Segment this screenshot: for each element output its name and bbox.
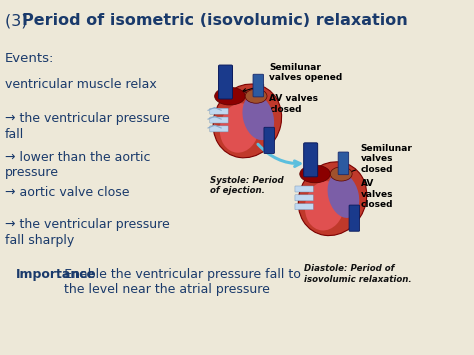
- FancyBboxPatch shape: [295, 186, 313, 192]
- Text: Systole: Period
of ejection.: Systole: Period of ejection.: [210, 176, 284, 195]
- Text: Events:: Events:: [5, 52, 55, 65]
- FancyBboxPatch shape: [210, 117, 228, 123]
- Text: Importance: Importance: [16, 268, 96, 281]
- FancyBboxPatch shape: [253, 74, 264, 97]
- Ellipse shape: [220, 103, 259, 153]
- Ellipse shape: [298, 162, 367, 236]
- FancyBboxPatch shape: [295, 195, 313, 201]
- Ellipse shape: [328, 173, 359, 218]
- Text: AV
valves
closed: AV valves closed: [345, 179, 393, 209]
- Text: Semilunar
valves
closed: Semilunar valves closed: [338, 144, 413, 177]
- Ellipse shape: [213, 84, 282, 158]
- FancyBboxPatch shape: [304, 143, 318, 177]
- Ellipse shape: [242, 95, 274, 140]
- FancyBboxPatch shape: [349, 205, 360, 231]
- Ellipse shape: [305, 181, 345, 230]
- FancyBboxPatch shape: [338, 152, 349, 175]
- FancyBboxPatch shape: [295, 204, 313, 210]
- Text: → lower than the aortic
pressure: → lower than the aortic pressure: [5, 151, 151, 180]
- FancyBboxPatch shape: [219, 65, 233, 99]
- Ellipse shape: [215, 87, 245, 105]
- FancyBboxPatch shape: [210, 126, 228, 132]
- Text: → aortic valve close: → aortic valve close: [5, 186, 129, 200]
- Text: → the ventricular pressure
fall: → the ventricular pressure fall: [5, 112, 170, 141]
- Text: Period of isometric (isovolumic) relaxation: Period of isometric (isovolumic) relaxat…: [22, 13, 407, 28]
- Text: (3): (3): [5, 13, 33, 28]
- FancyBboxPatch shape: [210, 108, 228, 114]
- Text: ventricular muscle relax: ventricular muscle relax: [5, 78, 157, 92]
- Ellipse shape: [245, 89, 267, 103]
- Ellipse shape: [300, 165, 330, 183]
- Text: Semilunar
valves opened: Semilunar valves opened: [243, 62, 342, 92]
- Text: : Enable the ventricular pressure fall to
  the level near the atrial pressure: : Enable the ventricular pressure fall t…: [56, 268, 301, 296]
- Text: Diastole: Period of
isovolumic relaxation.: Diastole: Period of isovolumic relaxatio…: [304, 264, 412, 284]
- Text: → the ventricular pressure
fall sharply: → the ventricular pressure fall sharply: [5, 218, 170, 247]
- Text: AV valves
closed: AV valves closed: [247, 94, 318, 116]
- FancyBboxPatch shape: [264, 127, 274, 153]
- Ellipse shape: [330, 167, 352, 181]
